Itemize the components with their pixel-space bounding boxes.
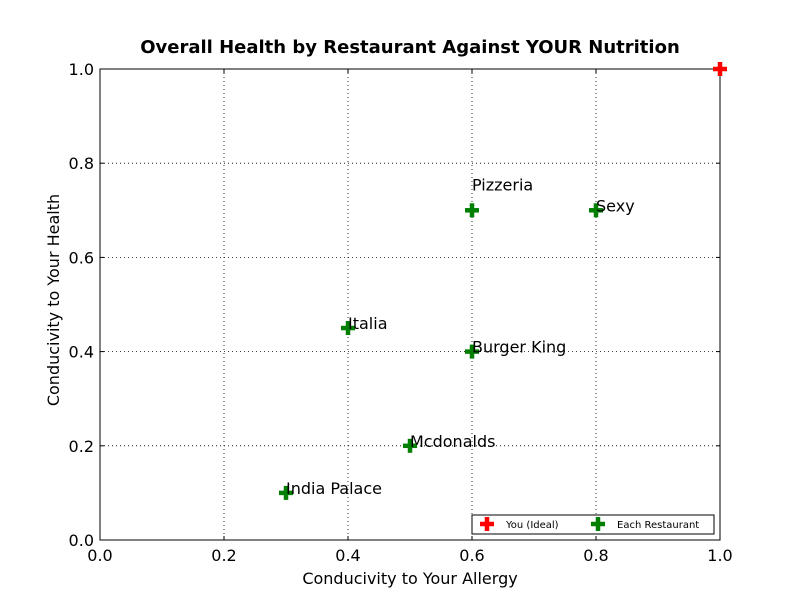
plot-area xyxy=(99,68,721,541)
y-tick-labels: 0.0 0.2 0.4 0.6 0.8 1.0 xyxy=(69,60,94,550)
x-axis-label: Conducivity to Your Allergy xyxy=(302,569,517,588)
marker-burger-king xyxy=(465,344,479,359)
y-tick-label: 0.4 xyxy=(69,343,94,362)
point-label-burger-king: Burger King xyxy=(472,338,566,357)
x-tick-label: 0.4 xyxy=(335,546,360,565)
y-axis-label: Conducivity to Your Health xyxy=(44,194,63,406)
x-tick-labels: 0.0 0.2 0.4 0.6 0.8 1.0 xyxy=(87,546,732,565)
x-tick-label: 0.0 xyxy=(87,546,112,565)
point-label-pizzeria: Pizzeria xyxy=(472,175,533,194)
y-tick-label: 1.0 xyxy=(69,60,94,79)
x-tick-label: 1.0 xyxy=(707,546,732,565)
marker-pizzeria xyxy=(465,203,479,218)
point-label-mcdonalds: Mcdonalds xyxy=(410,432,495,451)
x-tick-label: 0.2 xyxy=(211,546,236,565)
point-label-italia: Italia xyxy=(348,314,388,333)
data-markers xyxy=(279,62,727,500)
legend: You (Ideal) Each Restaurant xyxy=(471,514,715,535)
legend-plus-each-restaurant xyxy=(591,517,605,531)
y-tick-label: 0.6 xyxy=(69,248,94,267)
marker-india-palace xyxy=(279,485,293,500)
chart-title: Overall Health by Restaurant Against YOU… xyxy=(140,37,680,58)
point-labels: Pizzeria Sexy Italia Burger King Mcdonalds In… xyxy=(286,175,635,498)
marker-you-ideal xyxy=(713,62,727,76)
legend-marker-you-ideal xyxy=(480,517,494,531)
point-label-india-palace: India Palace xyxy=(286,479,382,498)
y-tick-label: 0.2 xyxy=(69,437,94,456)
marker-sexy xyxy=(589,203,603,218)
legend-marker-each-restaurant xyxy=(591,517,605,531)
y-tick-label: 0.8 xyxy=(69,154,94,173)
x-tick-label: 0.6 xyxy=(459,546,484,565)
marker-italia xyxy=(341,321,355,336)
legend-label-you-ideal: You (Ideal) xyxy=(505,520,559,531)
x-tick-label: 0.8 xyxy=(583,546,608,565)
y-tick-label: 0.0 xyxy=(69,531,94,550)
legend-label-each-restaurant: Each Restaurant xyxy=(617,520,699,531)
legend-plus-you-ideal xyxy=(480,517,494,531)
point-label-sexy: Sexy xyxy=(596,196,635,215)
marker-mcdonalds xyxy=(403,438,417,453)
